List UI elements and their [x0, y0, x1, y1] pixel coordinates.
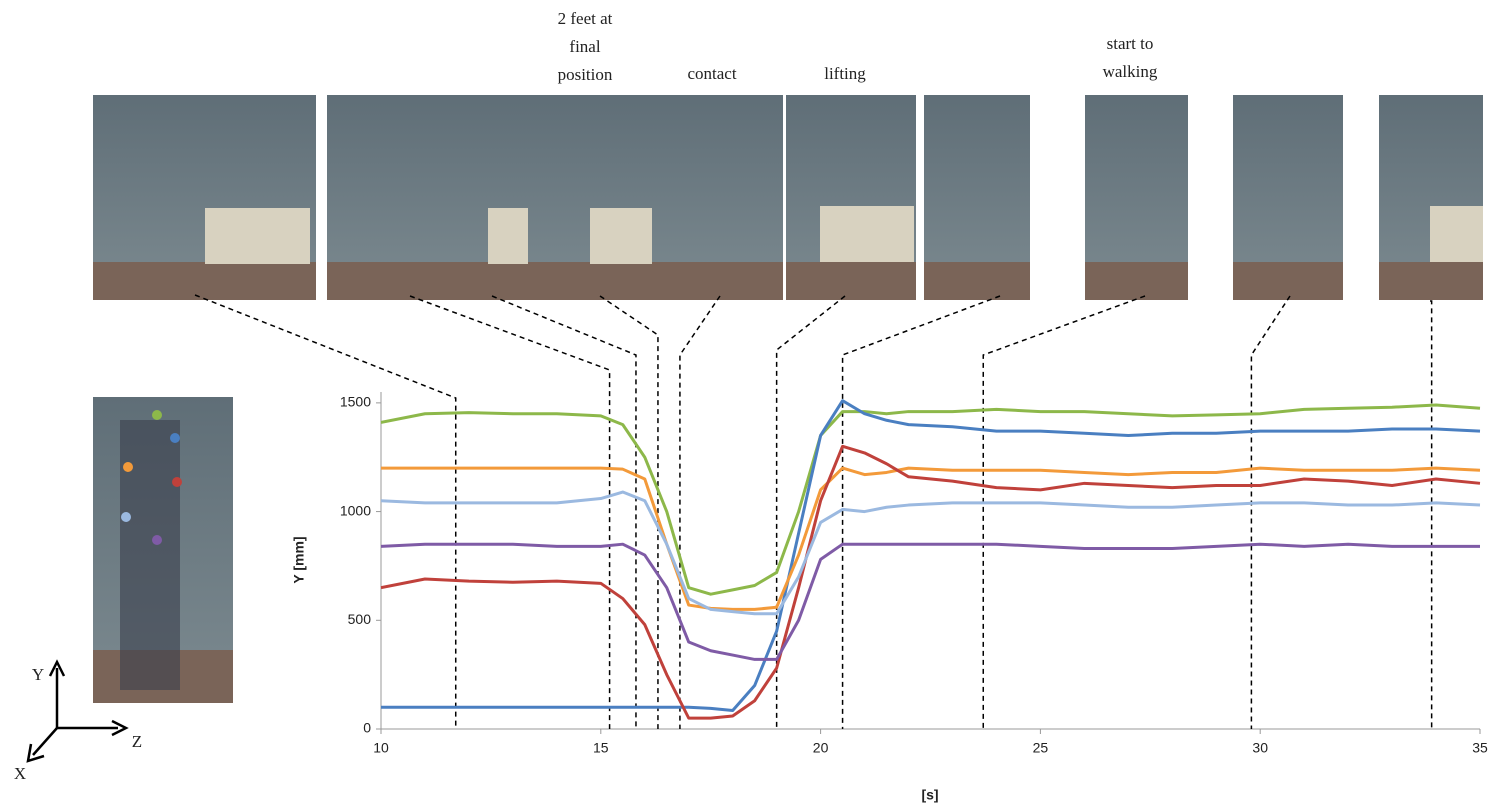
photo — [1379, 95, 1483, 300]
axis-symbol: Y — [32, 665, 44, 684]
annotation: contact — [687, 64, 736, 83]
x-tick-label: 25 — [1033, 740, 1049, 756]
y-axis-title: Y [mm] — [291, 536, 307, 583]
event-line — [409, 295, 611, 729]
annotation: final — [569, 37, 600, 56]
axis-symbol: Z — [132, 732, 142, 751]
x-tick-label: 20 — [813, 740, 829, 756]
series-line — [381, 466, 1481, 611]
event-line — [194, 294, 457, 729]
y-tick-label: 1500 — [340, 394, 371, 410]
event-line — [841, 295, 1001, 729]
y-tick-label: 0 — [363, 720, 371, 736]
photo — [1085, 95, 1188, 300]
photo — [93, 95, 316, 300]
photo-strip — [93, 95, 1483, 300]
axis-symbol: X — [14, 764, 26, 783]
x-tick-label: 15 — [593, 740, 609, 756]
x-tick-label: 30 — [1252, 740, 1268, 756]
x-tick-label: 35 — [1472, 740, 1488, 756]
x-tick-label: 10 — [373, 740, 389, 756]
series-line — [380, 444, 1481, 720]
event-line — [491, 295, 637, 729]
series-line — [380, 403, 1481, 596]
event-line — [1250, 295, 1291, 729]
photo — [786, 95, 916, 300]
photo — [430, 95, 528, 300]
photo — [924, 95, 1030, 300]
event-line — [775, 295, 846, 729]
event-line — [1430, 300, 1433, 729]
annotation: position — [558, 65, 613, 84]
photo — [1233, 95, 1343, 300]
annotation: 2 feet at — [558, 9, 613, 28]
annotation: lifting — [824, 64, 866, 83]
event-line — [982, 295, 1146, 729]
series-line — [381, 399, 1481, 713]
photo — [528, 95, 652, 300]
series-line — [380, 542, 1480, 661]
y-tick-label: 1000 — [340, 502, 371, 518]
series-line — [380, 490, 1481, 616]
photo — [327, 95, 430, 300]
x-axis-title: [s] — [921, 787, 938, 803]
annotation: walking — [1103, 62, 1158, 81]
annotation: start to — [1107, 34, 1154, 53]
event-line — [679, 295, 721, 729]
photo — [652, 95, 783, 300]
marker-photo — [93, 397, 233, 703]
y-tick-label: 500 — [348, 611, 372, 627]
axes-diagram — [26, 659, 129, 763]
